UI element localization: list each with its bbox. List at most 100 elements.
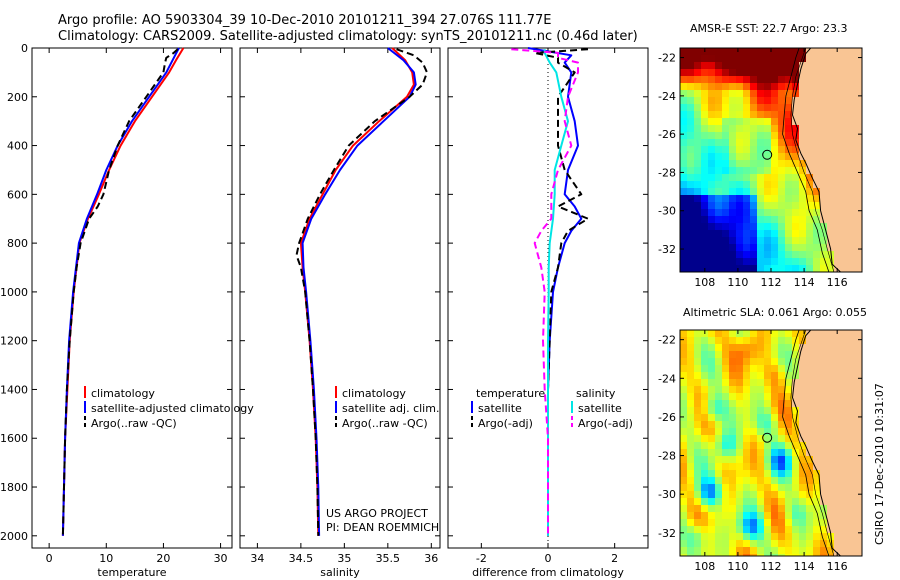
- field-cell: [764, 230, 771, 237]
- field-cell: [771, 533, 778, 540]
- field-cell: [729, 421, 736, 428]
- field-cell: [750, 230, 757, 237]
- field-cell: [750, 90, 757, 97]
- field-cell: [701, 237, 708, 244]
- y-tick-label: -30: [658, 205, 676, 218]
- field-cell: [694, 449, 701, 456]
- field-cell: [687, 442, 694, 449]
- field-cell: [729, 104, 736, 111]
- field-cell: [694, 435, 701, 442]
- field-cell: [750, 181, 757, 188]
- field-cell: [701, 463, 708, 470]
- field-cell: [680, 519, 687, 526]
- field-cell: [778, 456, 785, 463]
- x-axis-label: difference from climatology: [472, 566, 624, 579]
- field-cell: [729, 351, 736, 358]
- field-cell: [757, 48, 764, 55]
- legend-label: climatology: [342, 387, 406, 400]
- field-cell: [708, 372, 715, 379]
- field-cell: [757, 533, 764, 540]
- field-cell: [799, 160, 806, 167]
- field-cell: [764, 195, 771, 202]
- field-cell: [680, 512, 687, 519]
- field-cell: [680, 498, 687, 505]
- field-cell: [785, 491, 792, 498]
- field-cell: [722, 358, 729, 365]
- field-cell: [792, 48, 799, 55]
- field-cell: [736, 414, 743, 421]
- field-cell: [708, 449, 715, 456]
- field-cell: [813, 251, 820, 258]
- field-cell: [687, 111, 694, 118]
- field-cell: [792, 139, 799, 146]
- field-cell: [757, 265, 764, 272]
- field-cell: [799, 449, 806, 456]
- field-cell: [694, 484, 701, 491]
- field-cell: [806, 484, 813, 491]
- field-cell: [764, 463, 771, 470]
- field-cell: [792, 69, 799, 76]
- field-cell: [736, 48, 743, 55]
- field-cell: [722, 188, 729, 195]
- field-cell: [750, 477, 757, 484]
- field-cell: [715, 160, 722, 167]
- field-cell: [778, 167, 785, 174]
- field-cell: [687, 337, 694, 344]
- field-cell: [715, 512, 722, 519]
- field-cell: [799, 330, 806, 337]
- field-cell: [694, 153, 701, 160]
- field-cell: [806, 202, 813, 209]
- field-cell: [694, 146, 701, 153]
- pi-annotation-line: US ARGO PROJECT: [326, 507, 428, 520]
- field-cell: [715, 400, 722, 407]
- field-cell: [813, 195, 820, 202]
- field-cell: [687, 379, 694, 386]
- field-cell: [764, 237, 771, 244]
- field-cell: [764, 125, 771, 132]
- field-cell: [729, 477, 736, 484]
- field-cell: [750, 330, 757, 337]
- field-cell: [806, 505, 813, 512]
- field-cell: [785, 470, 792, 477]
- field-cell: [757, 435, 764, 442]
- field-cell: [806, 477, 813, 484]
- field-cell: [764, 491, 771, 498]
- field-cell: [757, 69, 764, 76]
- field-cell: [722, 526, 729, 533]
- field-cell: [764, 202, 771, 209]
- field-cell: [750, 442, 757, 449]
- field-cell: [701, 547, 708, 554]
- field-cell: [708, 365, 715, 372]
- field-cell: [715, 97, 722, 104]
- field-cell: [743, 365, 750, 372]
- field-cell: [778, 69, 785, 76]
- field-cell: [694, 258, 701, 265]
- field-cell: [736, 244, 743, 251]
- field-cell: [701, 512, 708, 519]
- series-line-salinity-argo-adj-: [511, 48, 579, 536]
- field-cell: [708, 195, 715, 202]
- field-cell: [792, 125, 799, 132]
- field-cell: [785, 386, 792, 393]
- field-cell: [799, 498, 806, 505]
- field-cell: [771, 386, 778, 393]
- field-cell: [687, 146, 694, 153]
- field-cell: [799, 456, 806, 463]
- field-cell: [813, 498, 820, 505]
- field-cell: [722, 62, 729, 69]
- field-cell: [778, 330, 785, 337]
- field-cell: [687, 505, 694, 512]
- field-cell: [785, 244, 792, 251]
- field-cell: [757, 484, 764, 491]
- field-cell: [736, 118, 743, 125]
- field-cell: [813, 230, 820, 237]
- field-cell: [778, 435, 785, 442]
- field-cell: [820, 244, 827, 251]
- field-cell: [827, 265, 834, 272]
- field-cell: [785, 540, 792, 547]
- field-cell: [827, 554, 834, 556]
- field-cell: [694, 365, 701, 372]
- field-cell: [750, 428, 757, 435]
- field-cell: [694, 181, 701, 188]
- field-cell: [757, 456, 764, 463]
